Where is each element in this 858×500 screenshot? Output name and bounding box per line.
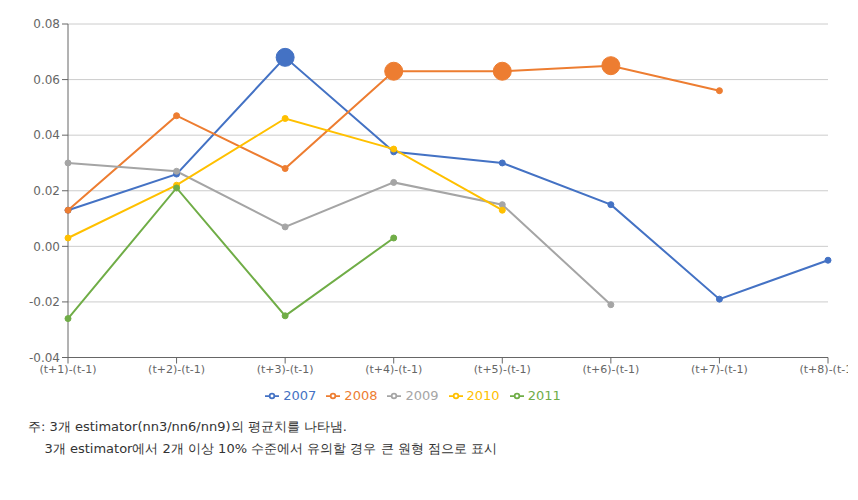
svg-text:(t+3)-(t-1): (t+3)-(t-1) xyxy=(257,363,314,376)
html-text:2010: 2010 xyxy=(466,387,500,403)
svg-text:(t+1)-(t-1): (t+1)-(t-1) xyxy=(40,363,97,376)
svg-text:0.08: 0.08 xyxy=(33,17,60,31)
svg-text:(t+5)-(t-1): (t+5)-(t-1) xyxy=(474,363,531,376)
html-text:2009: 2009 xyxy=(405,387,439,403)
html-text:주: 3개 estimator(nn3/nn6/nn9)의: 주: 3개 estimator(nn3/nn6/nn9)의 평균치를 나타냄. xyxy=(28,419,347,434)
svg-text:(t+7)-(t-1): (t+7)-(t-1) xyxy=(691,363,748,376)
html-text:2011: 2011 xyxy=(527,387,561,403)
svg-text:(t+8)-(t-1): (t+8)-(t-1) xyxy=(800,363,848,376)
html-text:3개 estimator에서 2개 이상 10% 수준에서: 3개 estimator에서 2개 이상 10% 수준에서 유의할 경우 큰 원… xyxy=(28,441,497,456)
svg-text:(t+2)-(t-1): (t+2)-(t-1) xyxy=(148,363,205,376)
svg-text:0.06: 0.06 xyxy=(33,73,60,87)
svg-text:-0.02: -0.02 xyxy=(29,295,60,309)
svg-text:0.00: 0.00 xyxy=(33,240,60,254)
svg-text:(t+6)-(t-1): (t+6)-(t-1) xyxy=(582,363,639,376)
html-text:2008: 2008 xyxy=(344,387,378,403)
svg-text:0.04: 0.04 xyxy=(33,128,60,142)
svg-text:-0.04: -0.04 xyxy=(29,351,60,365)
svg-text:0.02: 0.02 xyxy=(33,184,60,198)
svg-text:(t+4)-(t-1): (t+4)-(t-1) xyxy=(365,363,422,376)
html-text:2007: 2007 xyxy=(283,387,317,403)
